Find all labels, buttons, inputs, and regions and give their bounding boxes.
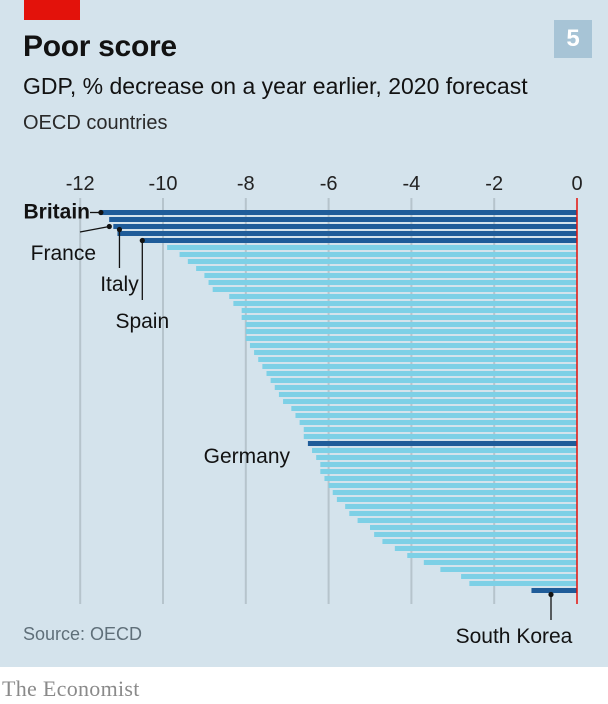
label-south-korea: South Korea xyxy=(456,625,573,648)
bar xyxy=(316,455,577,460)
bar xyxy=(394,546,577,551)
bar xyxy=(336,497,577,502)
bar xyxy=(212,287,577,292)
bar xyxy=(349,511,577,516)
bar xyxy=(374,532,577,537)
label-france: France xyxy=(31,242,96,265)
bar xyxy=(245,336,578,341)
x-tick-label: -2 xyxy=(485,173,503,195)
bar-britain xyxy=(100,210,578,215)
bar-spain xyxy=(142,238,578,243)
chart-number-badge: 5 xyxy=(554,20,592,58)
bar xyxy=(241,315,577,320)
bar xyxy=(208,280,578,285)
bar xyxy=(345,504,577,509)
label-britain: Britain xyxy=(23,201,90,224)
bar xyxy=(278,392,577,397)
bar xyxy=(423,560,577,565)
label-germany: Germany xyxy=(204,445,291,468)
chart-subtitle: GDP, % decrease on a year earlier, 2020 … xyxy=(23,73,528,99)
bar xyxy=(274,385,577,390)
x-tick-label: -10 xyxy=(149,173,178,195)
bar xyxy=(303,427,577,432)
bar xyxy=(196,266,577,271)
label-italy: Italy xyxy=(100,273,139,296)
bar xyxy=(245,322,578,327)
bar xyxy=(303,434,577,439)
x-tick-label: -12 xyxy=(66,173,95,195)
bar xyxy=(469,581,577,586)
bar-south-korea xyxy=(531,588,577,593)
bar xyxy=(249,343,577,348)
bar xyxy=(291,406,577,411)
bar xyxy=(332,490,577,495)
bar-italy xyxy=(117,231,578,236)
bar xyxy=(254,350,577,355)
bar xyxy=(357,518,577,523)
bar xyxy=(312,448,577,453)
leader-dot xyxy=(98,209,104,216)
bar xyxy=(179,252,577,257)
bar xyxy=(320,469,577,474)
publisher-logo: The Economist xyxy=(2,676,140,701)
bar xyxy=(233,301,577,306)
label-spain: Spain xyxy=(115,310,169,333)
bar xyxy=(461,574,577,579)
x-tick-label: 0 xyxy=(571,173,582,195)
bar xyxy=(229,294,578,299)
x-tick-label: -6 xyxy=(320,173,338,195)
bar xyxy=(258,357,577,362)
x-tick-label: -4 xyxy=(403,173,421,195)
chart-subsubtitle: OECD countries xyxy=(23,112,168,134)
bar xyxy=(295,413,577,418)
bar xyxy=(270,378,577,383)
bar xyxy=(245,329,578,334)
brand-red-bar xyxy=(24,0,80,20)
bar xyxy=(109,217,578,222)
bar xyxy=(262,364,577,369)
bar xyxy=(204,273,577,278)
bar xyxy=(266,371,577,376)
bar xyxy=(187,259,577,264)
x-tick-label: -8 xyxy=(237,173,255,195)
bar xyxy=(407,553,577,558)
bar xyxy=(167,245,577,250)
bar xyxy=(299,420,577,425)
bar-france xyxy=(113,224,577,229)
chart-title: Poor score xyxy=(23,30,177,63)
bar xyxy=(328,483,577,488)
leader-line xyxy=(79,225,110,233)
bar xyxy=(440,567,577,572)
bar xyxy=(370,525,577,530)
bar xyxy=(382,539,577,544)
source-note: Source: OECD xyxy=(23,624,143,644)
bar xyxy=(241,308,577,313)
bar xyxy=(324,476,577,481)
bar xyxy=(320,462,577,467)
bar-germany xyxy=(307,441,577,446)
bar xyxy=(283,399,577,404)
